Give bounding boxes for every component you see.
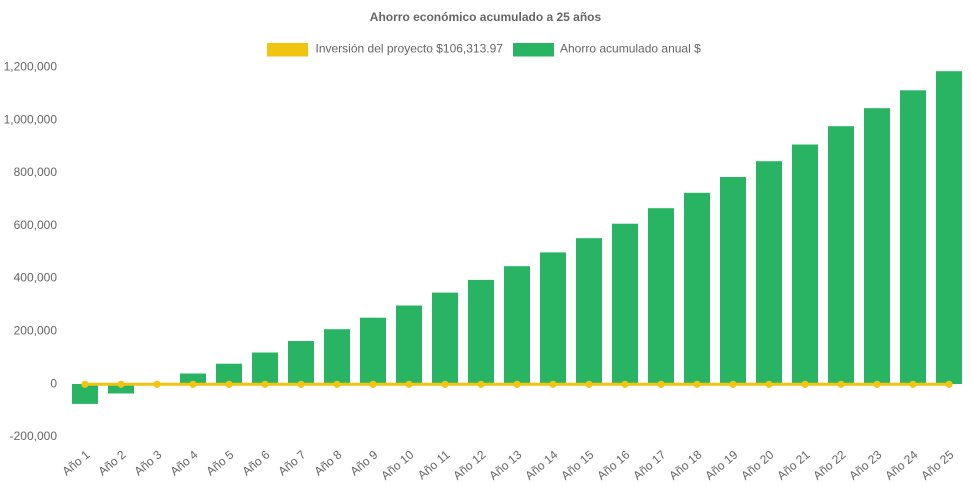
svg-text:1,000,000: 1,000,000 — [4, 112, 58, 126]
svg-text:0: 0 — [50, 376, 57, 390]
svg-text:1,200,000: 1,200,000 — [4, 60, 58, 74]
svg-text:200,000: 200,000 — [14, 324, 58, 338]
svg-text:Ahorro acumulado anual $: Ahorro acumulado anual $ — [560, 42, 701, 56]
svg-text:Ahorro económico acumulado a 2: Ahorro económico acumulado a 25 años — [370, 10, 602, 24]
svg-text:Inversión del proyecto $106,31: Inversión del proyecto $106,313.97 — [316, 42, 504, 56]
svg-text:-200,000: -200,000 — [10, 429, 58, 443]
svg-text:400,000: 400,000 — [14, 271, 58, 285]
svg-text:800,000: 800,000 — [14, 165, 58, 179]
svg-text:600,000: 600,000 — [14, 218, 58, 232]
